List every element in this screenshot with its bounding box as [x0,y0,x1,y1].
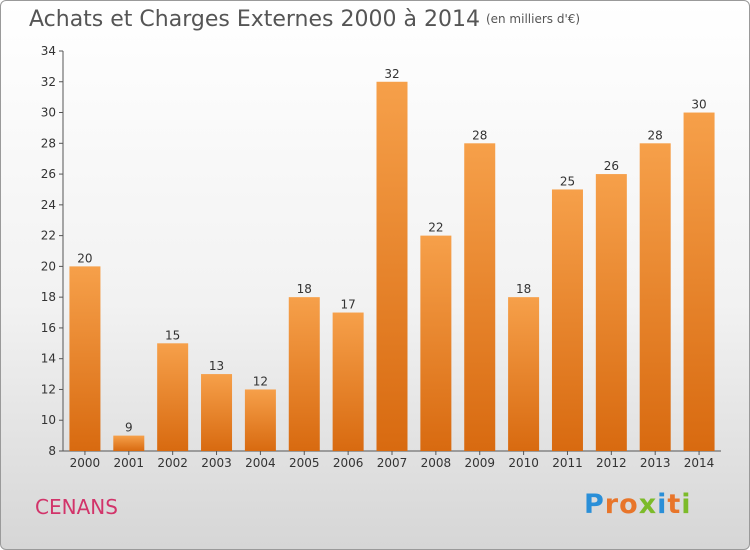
x-tick-label: 2010 [508,456,539,470]
title-unit: (en milliers d'€) [485,12,581,26]
logo-letter: t [667,489,682,520]
x-tick-label: 2005 [289,456,320,470]
commune-name: CENANS [35,495,118,519]
x-tick-label: 2009 [464,456,495,470]
title-main: Achats et Charges Externes 2000 à 2014 [29,7,480,32]
bar [508,297,540,451]
data-label: 22 [428,221,443,235]
y-tick-label: 34 [41,44,56,58]
logo-letter: i [657,489,668,520]
bar [464,143,496,452]
bar [288,297,320,451]
bar [551,189,583,451]
data-label: 17 [340,298,355,312]
bar [420,235,452,451]
data-label: 26 [604,159,619,173]
data-label: 18 [516,282,531,296]
logo-letter: o [619,489,639,520]
data-label: 25 [560,174,575,188]
bar [113,435,145,451]
y-tick-label: 10 [41,413,56,427]
chart-title: Achats et Charges Externes 2000 à 2014 (e… [29,7,580,32]
data-label: 20 [77,251,92,265]
y-tick-label: 32 [41,75,56,89]
x-tick-label: 2006 [333,456,364,470]
bar [376,81,408,452]
x-tick-label: 2008 [421,456,452,470]
x-tick-label: 2001 [114,456,145,470]
bar [69,266,101,451]
y-tick-label: 24 [41,198,56,212]
bar [157,343,189,451]
bar [639,143,671,452]
y-tick-label: 28 [41,136,56,150]
x-tick-label: 2002 [157,456,188,470]
x-tick-label: 2014 [684,456,715,470]
logo-letter: P [584,489,605,520]
x-tick-label: 2000 [70,456,101,470]
bar [595,174,627,452]
logo-letter: i [681,489,692,520]
x-tick-label: 2012 [596,456,627,470]
data-label: 28 [472,128,487,142]
data-label: 32 [384,67,399,81]
bar [683,112,715,452]
logo-letter: r [604,489,620,520]
y-tick-label: 16 [41,321,56,335]
data-label: 18 [297,282,312,296]
bar [244,389,276,451]
logo-letter: x [638,489,658,520]
data-label: 30 [691,98,706,112]
y-tick-label: 8 [48,444,56,458]
bar [332,312,364,451]
data-label: 12 [253,374,268,388]
data-label: 9 [125,421,133,435]
x-tick-label: 2007 [377,456,408,470]
x-tick-label: 2003 [201,456,232,470]
data-label: 28 [648,128,663,142]
data-label: 15 [165,328,180,342]
y-tick-label: 26 [41,167,56,181]
y-tick-label: 18 [41,290,56,304]
y-tick-label: 12 [41,382,56,396]
y-tick-label: 30 [41,106,56,120]
y-tick-label: 20 [41,259,56,273]
x-tick-label: 2004 [245,456,276,470]
x-tick-label: 2011 [552,456,583,470]
y-tick-label: 22 [41,229,56,243]
data-label: 13 [209,359,224,373]
x-tick-label: 2013 [640,456,671,470]
y-tick-label: 14 [41,352,56,366]
proxiti-logo: Proxiti [584,489,692,520]
bar [201,374,233,451]
